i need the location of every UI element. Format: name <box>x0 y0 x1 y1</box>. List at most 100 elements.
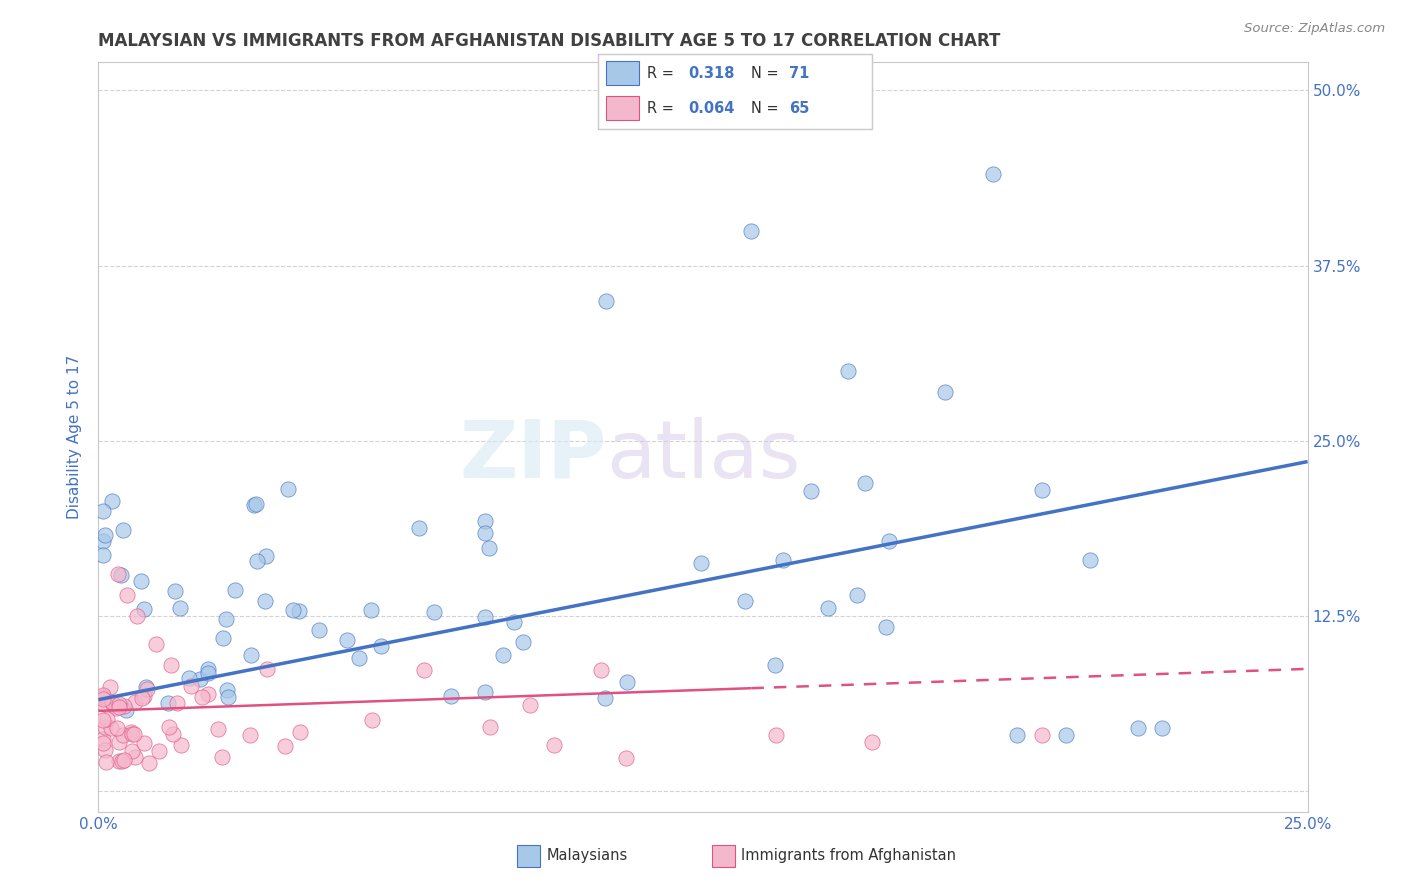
Point <box>245 497 267 511</box>
Point <box>108 699 131 714</box>
Text: atlas: atlas <box>606 417 800 495</box>
Point <box>211 631 233 645</box>
Point <box>690 556 713 570</box>
Point <box>474 609 496 624</box>
Point <box>134 689 156 703</box>
Point <box>148 744 170 758</box>
Text: 0.318: 0.318 <box>688 66 734 81</box>
Point <box>360 603 382 617</box>
Point <box>1128 721 1150 735</box>
Point <box>256 662 278 676</box>
Point <box>91 688 114 702</box>
Point <box>101 493 124 508</box>
Point <box>253 593 276 607</box>
Point <box>108 755 131 769</box>
FancyBboxPatch shape <box>517 846 540 867</box>
Point <box>120 724 142 739</box>
Point <box>934 384 956 399</box>
Text: ZIP: ZIP <box>458 417 606 495</box>
Point <box>111 728 134 742</box>
Point <box>207 723 229 737</box>
Point <box>215 612 238 626</box>
Point <box>763 657 786 672</box>
Point <box>478 720 501 734</box>
Text: N =: N = <box>751 101 779 116</box>
Point <box>283 603 305 617</box>
Point <box>94 528 117 542</box>
Point <box>474 685 496 699</box>
Point <box>91 713 114 727</box>
Point <box>107 566 129 581</box>
Point <box>131 574 153 588</box>
Point <box>157 696 180 710</box>
Point <box>595 691 617 706</box>
Point <box>122 726 145 740</box>
Point <box>197 663 219 677</box>
Point <box>211 750 233 764</box>
Text: Malaysians: Malaysians <box>547 848 627 863</box>
Point <box>96 712 118 726</box>
FancyBboxPatch shape <box>606 96 638 120</box>
Point <box>111 524 134 538</box>
Point <box>94 743 117 757</box>
FancyBboxPatch shape <box>713 846 735 867</box>
Point <box>860 734 883 748</box>
Point <box>91 691 114 706</box>
Point <box>124 694 146 708</box>
Point <box>1031 483 1053 497</box>
Point <box>1054 728 1077 742</box>
Point <box>254 549 277 563</box>
Point <box>101 698 124 712</box>
Point <box>91 548 114 562</box>
Point <box>614 751 637 765</box>
Point <box>800 484 823 499</box>
Point <box>91 504 114 518</box>
Point <box>440 690 463 704</box>
Point <box>360 713 382 727</box>
Point <box>91 736 114 750</box>
Point <box>145 637 167 651</box>
Point <box>117 588 139 602</box>
Point <box>163 584 186 599</box>
Point <box>853 475 876 490</box>
Text: 0.064: 0.064 <box>688 101 734 116</box>
Point <box>817 601 839 615</box>
Point <box>197 665 219 680</box>
Point <box>91 533 114 548</box>
Text: R =: R = <box>647 101 673 116</box>
Point <box>277 483 299 497</box>
Point <box>177 671 200 685</box>
Point <box>215 682 238 697</box>
Point <box>112 753 135 767</box>
Point <box>94 755 117 769</box>
Point <box>111 754 134 768</box>
Point <box>772 553 794 567</box>
Point <box>138 756 160 770</box>
Point <box>423 605 446 619</box>
Point <box>94 720 117 734</box>
Point <box>134 601 156 615</box>
Point <box>336 632 359 647</box>
Point <box>474 514 496 528</box>
Point <box>166 696 188 710</box>
Point <box>110 567 132 582</box>
Point <box>162 726 184 740</box>
Point <box>157 720 180 734</box>
Point <box>197 687 219 701</box>
Point <box>98 680 121 694</box>
Point <box>740 223 762 237</box>
Text: Source: ZipAtlas.com: Source: ZipAtlas.com <box>1244 22 1385 36</box>
Point <box>591 663 613 677</box>
Point <box>877 534 900 549</box>
Point <box>246 554 269 568</box>
Point <box>981 168 1004 182</box>
Point <box>121 744 143 758</box>
Point <box>124 750 146 764</box>
Point <box>512 635 534 649</box>
Point <box>188 673 211 687</box>
Point <box>370 639 392 653</box>
Point <box>408 521 430 535</box>
Point <box>1078 552 1101 566</box>
Point <box>115 704 138 718</box>
Point <box>91 731 114 746</box>
